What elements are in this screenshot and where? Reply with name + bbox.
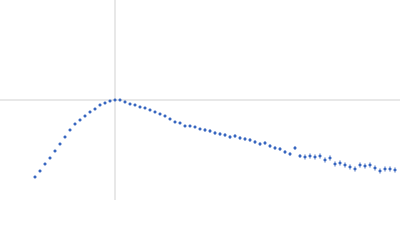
- data-point: [378, 169, 382, 173]
- data-point: [228, 135, 232, 139]
- data-point: [333, 162, 337, 166]
- data-point: [393, 168, 397, 172]
- data-point: [253, 140, 257, 144]
- data-point: [243, 137, 247, 141]
- chart: [0, 0, 400, 200]
- data-point: [298, 154, 302, 158]
- data-point: [233, 134, 237, 138]
- data-point: [138, 105, 142, 109]
- data-point: [73, 122, 77, 126]
- data-point: [273, 146, 277, 150]
- data-point: [183, 124, 187, 128]
- data-point: [43, 162, 47, 166]
- data-point: [103, 101, 107, 105]
- data-point: [348, 165, 352, 169]
- data-point: [118, 98, 122, 102]
- data-point: [108, 99, 112, 103]
- data-point: [218, 132, 222, 136]
- data-point: [368, 163, 372, 167]
- data-point: [178, 121, 182, 125]
- data-point: [93, 107, 97, 111]
- data-point: [98, 103, 102, 107]
- data-point: [123, 100, 127, 104]
- data-point: [358, 163, 362, 167]
- data-point: [248, 138, 252, 142]
- data-point: [363, 164, 367, 168]
- data-point: [223, 133, 227, 137]
- data-point: [383, 167, 387, 171]
- data-point: [303, 155, 307, 159]
- data-point: [353, 167, 357, 171]
- data-point: [343, 163, 347, 167]
- data-point: [58, 142, 62, 146]
- data-point: [143, 106, 147, 110]
- data-point: [283, 150, 287, 154]
- data-point: [208, 129, 212, 133]
- data-point: [258, 142, 262, 146]
- data-point: [238, 136, 242, 140]
- data-point: [158, 112, 162, 116]
- data-point: [173, 120, 177, 124]
- data-point: [63, 135, 67, 139]
- data-point: [328, 156, 332, 160]
- data-point: [293, 146, 297, 150]
- data-point: [148, 108, 152, 112]
- data-point: [203, 128, 207, 132]
- data-point: [53, 149, 57, 153]
- data-point: [68, 128, 72, 132]
- data-point: [318, 154, 322, 158]
- data-point: [213, 131, 217, 135]
- data-point: [153, 110, 157, 114]
- data-point: [193, 125, 197, 129]
- data-point: [128, 102, 132, 106]
- data-point: [308, 154, 312, 158]
- data-point: [33, 175, 37, 179]
- data-point: [163, 114, 167, 118]
- data-point: [168, 117, 172, 121]
- data-point: [288, 152, 292, 156]
- data-point: [323, 158, 327, 162]
- data-point: [48, 156, 52, 160]
- data-point: [268, 144, 272, 148]
- data-point: [113, 98, 117, 102]
- data-point: [88, 110, 92, 114]
- data-point: [133, 103, 137, 107]
- data-point: [188, 124, 192, 128]
- data-point: [198, 127, 202, 131]
- data-point: [38, 169, 42, 173]
- data-point: [313, 155, 317, 159]
- data-point: [338, 161, 342, 165]
- data-point: [83, 114, 87, 118]
- data-point: [373, 166, 377, 170]
- data-point: [388, 167, 392, 171]
- data-point: [78, 118, 82, 122]
- data-point: [278, 147, 282, 151]
- data-point: [263, 141, 267, 145]
